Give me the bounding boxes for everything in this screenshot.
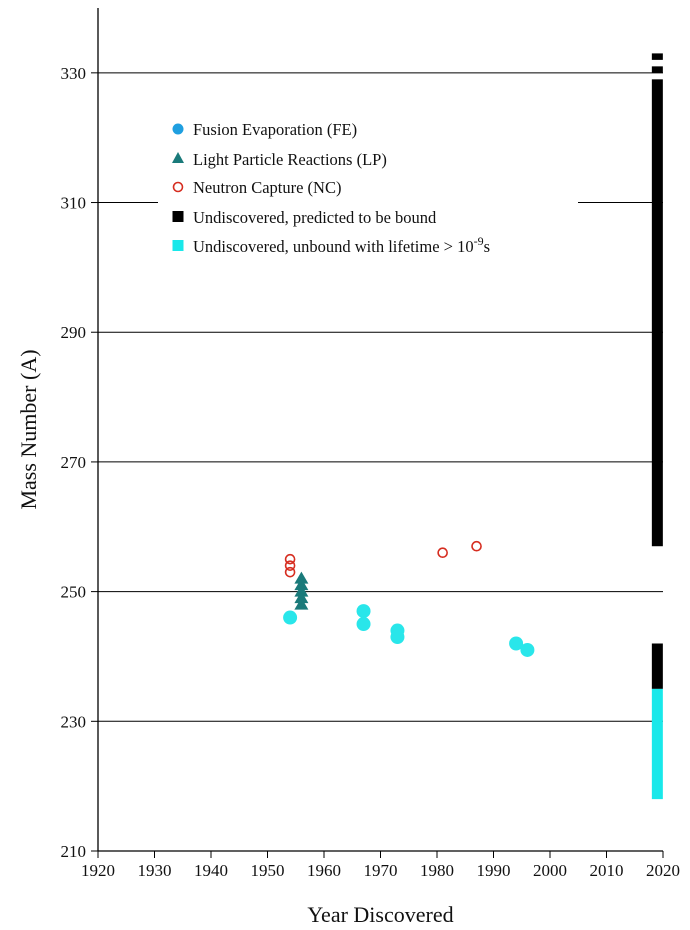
legend-label-unbound: Undiscovered, unbound with lifetime > 10… — [193, 234, 490, 256]
nc-point-1 — [284, 560, 296, 571]
lp-point-4 — [294, 571, 309, 584]
nc-point-3 — [437, 547, 448, 559]
fe-point-5 — [509, 636, 524, 651]
nc-point-2 — [284, 553, 296, 565]
bound-bar-2 — [651, 66, 663, 73]
fe-point-2 — [356, 617, 371, 632]
lp-point-3 — [294, 578, 309, 591]
legend-swatch-bound-icon — [172, 211, 184, 222]
legend-label-nc: Neutron Capture (NC) — [193, 178, 341, 197]
x-tick-label-1970: 1970 — [364, 861, 398, 880]
legend-swatch-nc-icon — [172, 181, 184, 193]
bound-bar-1 — [651, 79, 663, 547]
legend-item-fe: Fusion Evaporation (FE) — [172, 120, 357, 139]
lp-point-1 — [294, 591, 309, 604]
legend-swatch-unbound-icon — [172, 240, 184, 251]
legend-background — [158, 112, 578, 262]
gridlines — [98, 72, 663, 722]
x-tick-label-1920: 1920 — [81, 861, 115, 880]
x-axis-title: Year Discovered — [307, 902, 453, 927]
y-tick-label-310: 310 — [61, 194, 87, 213]
nc-point-0 — [284, 566, 296, 578]
legend-item-lp: Light Particle Reactions (LP) — [172, 150, 387, 169]
y-tick-label-330: 330 — [61, 64, 87, 83]
legend-swatch-fe-icon — [172, 123, 184, 135]
fe-point-0 — [283, 610, 298, 625]
x-axis-ticks: 1920 1930 1940 1950 1960 1970 1980 1990 2000 2010… — [81, 851, 680, 880]
y-tick-label-230: 230 — [61, 712, 87, 731]
legend-label-unbound-exponent: -9 — [474, 234, 484, 248]
legend-label-bound: Undiscovered, predicted to be bound — [193, 208, 437, 227]
fe-point-1 — [356, 604, 371, 619]
data-marks — [283, 53, 663, 800]
legend-item-bound: Undiscovered, predicted to be bound — [172, 208, 437, 227]
legend-label-unbound-unit: s — [484, 237, 490, 256]
lp-point-0 — [294, 597, 309, 610]
legend-item-unbound: Undiscovered, unbound with lifetime > 10… — [172, 234, 490, 256]
fe-point-6 — [520, 642, 535, 657]
legend-label-unbound-main: Undiscovered, unbound with lifetime > 10 — [193, 237, 474, 256]
x-tick-label-1930: 1930 — [138, 861, 172, 880]
y-tick-label-290: 290 — [61, 323, 87, 342]
y-tick-label-250: 250 — [61, 583, 87, 602]
y-axis-title: Mass Number (A) — [16, 349, 41, 509]
legend: Fusion Evaporation (FE) Light Particle R… — [172, 120, 490, 256]
x-tick-label-2010: 2010 — [590, 861, 624, 880]
bound-bar-3 — [651, 53, 663, 60]
x-tick-label-1950: 1950 — [251, 861, 285, 880]
fe-point-4 — [390, 630, 405, 645]
legend-swatch-lp-icon — [172, 152, 184, 163]
y-tick-label-270: 270 — [61, 453, 87, 472]
y-axis-ticks: 210 230 250 270 290 310 330 — [61, 64, 98, 861]
x-tick-label-1990: 1990 — [477, 861, 511, 880]
y-tick-label-210: 210 — [61, 842, 87, 861]
legend-label-fe: Fusion Evaporation (FE) — [193, 120, 357, 139]
x-tick-label-1980: 1980 — [420, 861, 454, 880]
bound-bar-0 — [651, 643, 663, 689]
x-tick-label-1960: 1960 — [307, 861, 341, 880]
legend-label-lp: Light Particle Reactions (LP) — [193, 150, 387, 169]
x-tick-label-2020: 2020 — [646, 861, 680, 880]
legend-item-nc: Neutron Capture (NC) — [172, 178, 341, 197]
lp-point-2 — [294, 584, 309, 597]
x-tick-label-2000: 2000 — [533, 861, 567, 880]
nc-point-4 — [471, 540, 482, 552]
unbound-bar-0 — [651, 688, 663, 800]
x-tick-label-1940: 1940 — [194, 861, 228, 880]
